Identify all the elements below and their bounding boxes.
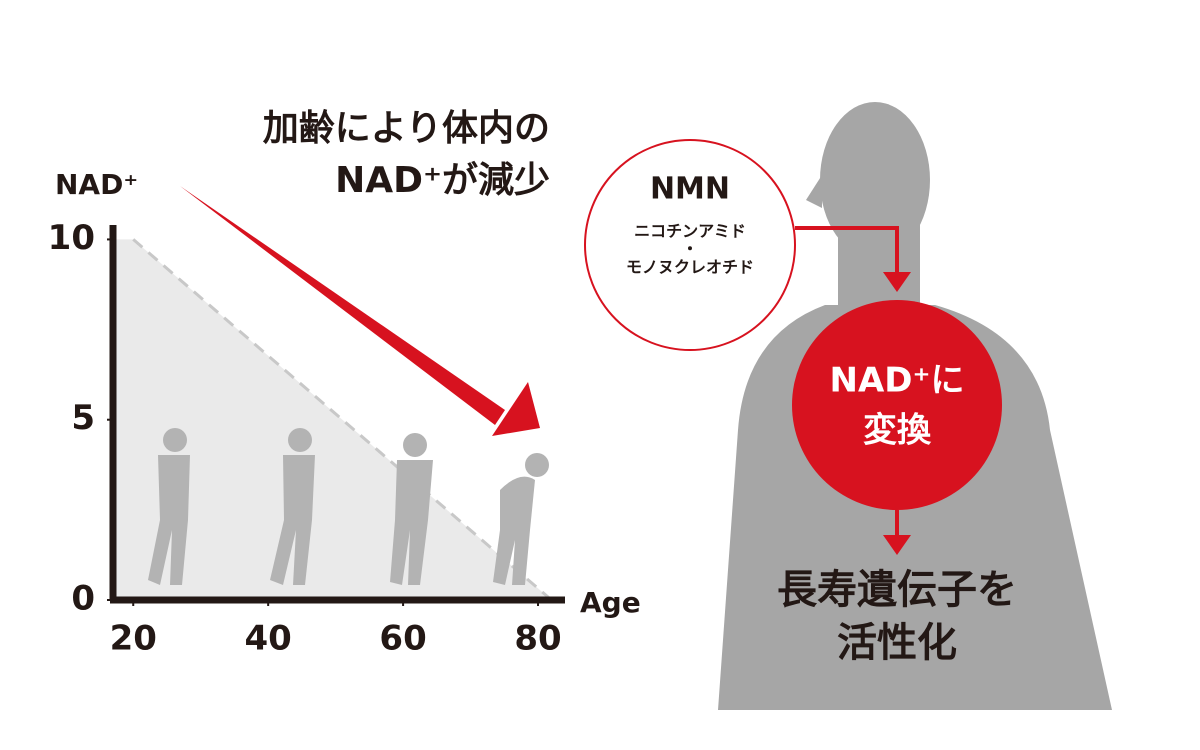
nmn-line: ニコチンアミド: [634, 222, 746, 241]
x-tick-label: 20: [110, 619, 157, 659]
flow-arrows: [795, 226, 911, 555]
convert-circle: [792, 300, 1002, 510]
area: [113, 239, 552, 600]
y-tick-label: 5: [71, 398, 95, 438]
y-tick-label: 0: [71, 579, 95, 619]
nmn-circle: [584, 139, 796, 351]
x-tick-label: 60: [379, 619, 426, 659]
x-tick-label: 40: [245, 619, 292, 659]
x-axis-label: Age: [580, 586, 641, 619]
decline-arrow: [180, 186, 540, 436]
chart-title: 加齢により体内の: [263, 108, 550, 149]
nmn-title: NMN: [650, 172, 730, 207]
convert-text: NAD⁺に: [830, 361, 965, 401]
y-axis-label: NAD⁺: [55, 168, 138, 201]
x-tick-label: 80: [514, 619, 561, 659]
line: [132, 238, 553, 602]
chart-title: NAD⁺が減少: [335, 160, 550, 201]
nmn-line: ・: [682, 240, 698, 259]
chart: 0 5 10 20 40 60 80: [48, 218, 565, 659]
y-tick-label: 10: [48, 218, 95, 258]
figures: [148, 428, 549, 585]
convert-text: 変換: [863, 411, 932, 451]
result-text: 長寿遺伝子を: [777, 567, 1017, 613]
nmn-line: モノヌクレオチド: [626, 258, 754, 277]
result-text: 活性化: [837, 620, 957, 666]
